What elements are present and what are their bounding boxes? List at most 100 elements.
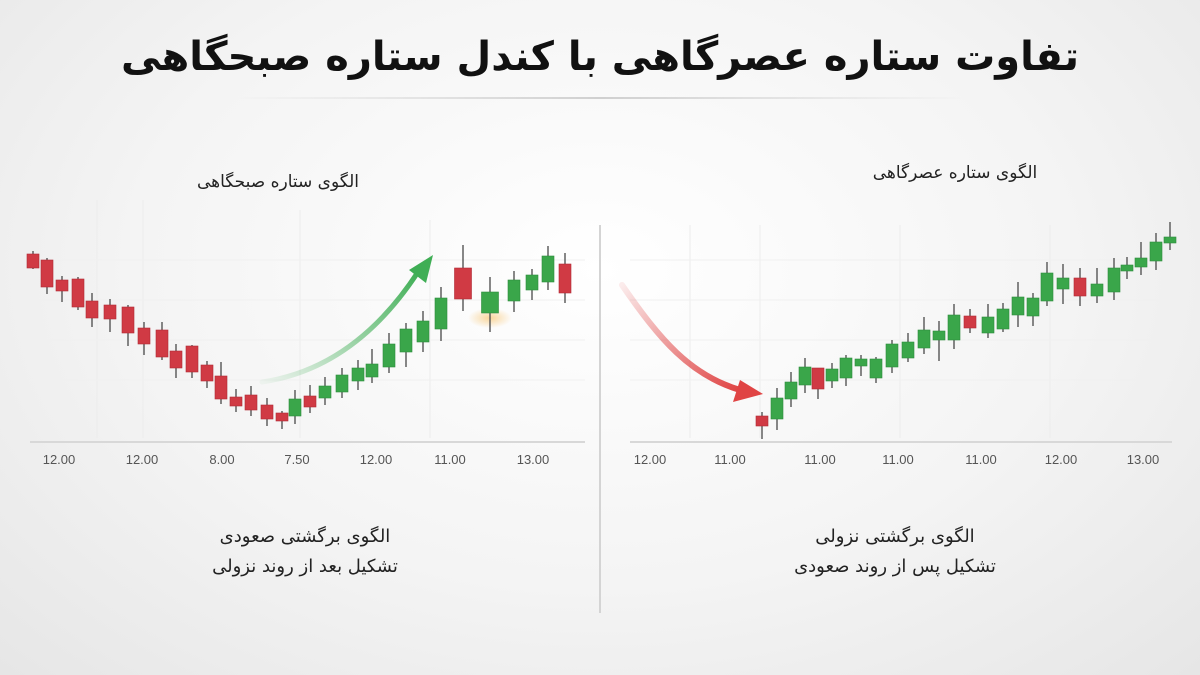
bearish-candle	[26, 251, 40, 269]
candle-body	[869, 358, 883, 379]
bullish-candle	[854, 355, 868, 376]
candle-body	[185, 345, 199, 373]
candle-body	[1134, 257, 1148, 268]
x-tick-label: 13.00	[1127, 452, 1160, 467]
morning-star-caption: الگوی برگشتی صعودی تشکیل بعد از روند نزو…	[125, 522, 485, 582]
x-tick-label: 7.50	[284, 452, 309, 467]
bullish-candle	[901, 333, 915, 362]
downward-arrow	[619, 282, 743, 393]
candle-body	[932, 330, 946, 341]
bullish-candle	[318, 377, 332, 405]
bearish-candle	[755, 412, 769, 439]
candle-body	[244, 394, 258, 411]
x-tick-label: 11.00	[965, 452, 997, 467]
bearish-candle	[200, 361, 214, 388]
bullish-candle	[365, 349, 379, 383]
candle-body	[1040, 272, 1054, 302]
bearish-candle	[229, 389, 243, 412]
bearish-candle	[103, 299, 117, 332]
bearish-candle	[155, 322, 169, 360]
bearish-candle	[55, 276, 69, 302]
candle-body	[947, 314, 961, 341]
candle-body	[137, 327, 151, 345]
bullish-candle	[1026, 293, 1040, 326]
candle-body	[798, 366, 812, 386]
x-tick-label: 12.00	[126, 452, 159, 467]
bearish-candle	[85, 293, 99, 327]
x-tick-label: 12.00	[634, 452, 667, 467]
candle-body	[481, 291, 499, 314]
candle-body	[1011, 296, 1025, 316]
candle-body	[825, 368, 839, 382]
bearish-candle	[1073, 268, 1087, 306]
candle-body	[981, 316, 995, 334]
bearish-candle	[275, 411, 289, 429]
bearish-candle	[169, 344, 183, 378]
x-tick-label: 11.00	[714, 452, 746, 467]
bearish-candle	[260, 398, 274, 426]
bullish-candle	[839, 355, 853, 386]
bearish-candle	[558, 253, 572, 303]
candle-body	[318, 385, 332, 399]
candle-body	[1149, 241, 1163, 262]
x-tick-label: 12.00	[43, 452, 76, 467]
bullish-candle	[932, 321, 946, 361]
bullish-candle	[541, 246, 555, 290]
bullish-candle	[784, 372, 798, 407]
bullish-candle	[1056, 264, 1070, 304]
bullish-candle	[917, 317, 931, 354]
bullish-candle	[947, 304, 961, 349]
candle-body	[558, 263, 572, 294]
bullish-candle	[382, 333, 396, 373]
x-tick-label: 11.00	[434, 452, 466, 467]
bullish-candle	[1163, 222, 1177, 250]
bullish-candle	[507, 271, 521, 312]
morning-star-candles	[26, 245, 572, 429]
candle-body	[963, 315, 977, 329]
bullish-candle	[1040, 262, 1054, 306]
candle-body	[755, 415, 769, 427]
candle-body	[229, 396, 243, 407]
bearish-candle	[71, 277, 85, 310]
caption-line-1: الگوی برگشتی نزولی	[815, 526, 975, 547]
candle-body	[71, 278, 85, 308]
bullish-candle	[825, 363, 839, 388]
candle-body	[382, 343, 396, 368]
candle-body	[416, 320, 430, 343]
candle-body	[901, 341, 915, 359]
bearish-candle	[214, 362, 228, 404]
candle-body	[525, 274, 539, 291]
title-underline	[230, 97, 970, 99]
candle-body	[55, 279, 69, 292]
bullish-candle	[770, 388, 784, 430]
caption-line-2: تشکیل بعد از روند نزولی	[212, 556, 398, 577]
x-tick-label: 11.00	[804, 452, 836, 467]
bearish-candle	[454, 245, 472, 311]
x-tick-label: 8.00	[209, 452, 234, 467]
bearish-candle	[137, 322, 151, 355]
evening-star-title: الگوی ستاره عصرگاهی	[872, 163, 1038, 183]
x-tick-label: 13.00	[517, 452, 550, 467]
candle-body	[303, 395, 317, 408]
candle-body	[40, 259, 54, 288]
bullish-candle	[416, 311, 430, 352]
bullish-candle	[1090, 268, 1104, 303]
x-tick-label: 11.00	[882, 452, 914, 467]
bearish-candle	[303, 385, 317, 413]
candle-body	[275, 412, 289, 422]
evening-star-candles	[755, 222, 1177, 439]
bullish-candle	[335, 368, 349, 398]
candle-body	[784, 381, 798, 400]
candle-body	[885, 343, 899, 368]
candle-body	[365, 363, 379, 378]
candle-body	[839, 357, 853, 379]
bullish-candle	[996, 303, 1010, 332]
candle-body	[121, 306, 135, 334]
downward-arrow-head	[733, 380, 763, 402]
candle-body	[351, 367, 365, 382]
candle-body	[103, 304, 117, 320]
bullish-candle	[399, 323, 413, 367]
bearish-candle	[40, 258, 54, 294]
candle-body	[85, 300, 99, 319]
bullish-candle	[798, 358, 812, 393]
